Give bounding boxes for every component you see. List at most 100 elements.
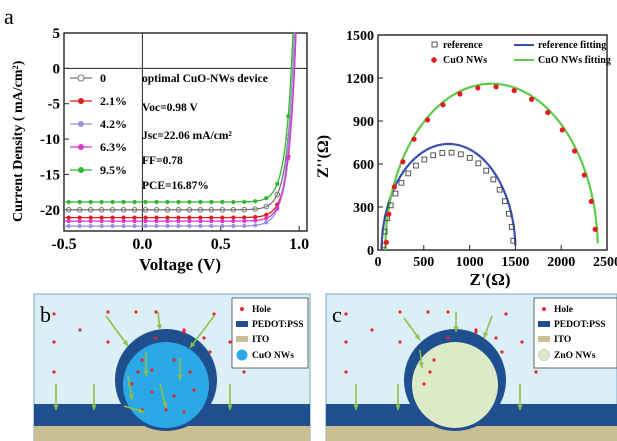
hole-dot bbox=[344, 370, 348, 374]
nyquist-ytick-label: 600 bbox=[353, 158, 374, 173]
jv-point bbox=[164, 206, 171, 213]
scheme-c-arrow-head bbox=[395, 404, 401, 410]
nyquist-cuo-point bbox=[457, 91, 463, 97]
jv-point bbox=[110, 215, 115, 220]
scheme-c-arrow-head bbox=[353, 404, 359, 410]
nyquist-legend: reference reference fitting CuO NWs CuO NWs… bbox=[431, 40, 611, 66]
scheme-b-arrow bbox=[105, 315, 129, 347]
jv-point bbox=[131, 206, 138, 213]
jv-point bbox=[132, 223, 137, 229]
legend-b-hole: Hole bbox=[252, 305, 271, 315]
jv-point bbox=[154, 219, 159, 224]
jv-point bbox=[65, 206, 72, 213]
nyquist-cuo-point bbox=[400, 159, 406, 165]
jv-xtick-label: -0.5 bbox=[51, 236, 76, 253]
jv-xtick-label: 0.5 bbox=[211, 236, 231, 253]
legend-b-nw-swatch bbox=[236, 349, 248, 361]
scheme-b-arrow-head bbox=[128, 394, 134, 400]
jv-point bbox=[132, 215, 137, 220]
scheme-b-ito-layer bbox=[34, 426, 310, 441]
hole-dot bbox=[520, 340, 524, 344]
jv-point bbox=[220, 199, 225, 205]
scheme-b-arrow-head bbox=[227, 404, 233, 410]
hole-dot bbox=[140, 358, 144, 362]
jv-point bbox=[209, 199, 214, 205]
legend-b-ito: ITO bbox=[252, 335, 269, 345]
jv-point bbox=[88, 219, 93, 224]
info-title: optimal CuO-NWs device bbox=[142, 73, 268, 85]
hole-dot bbox=[494, 336, 498, 340]
legend-b-hole-marker bbox=[240, 307, 244, 311]
jv-point bbox=[165, 215, 170, 220]
scheme-c-arrow-head bbox=[483, 332, 489, 338]
nyquist-cuo-point bbox=[475, 85, 481, 91]
nyquist-cuo-point bbox=[383, 239, 389, 245]
jv-point bbox=[153, 206, 160, 213]
jv-point bbox=[121, 199, 126, 205]
nyquist-reference-point bbox=[439, 150, 446, 156]
nyquist-ytick-label: 900 bbox=[353, 115, 374, 130]
jv-point bbox=[110, 199, 115, 205]
jv-ytick-label: -15 bbox=[40, 167, 60, 183]
hole-dot bbox=[432, 358, 436, 362]
nyquist-reference-point bbox=[510, 237, 517, 244]
hole-dot bbox=[164, 408, 168, 412]
nyquist-cuo-point bbox=[411, 136, 417, 142]
scheme-c-holes bbox=[344, 310, 538, 386]
jv-legend-label: 6.3% bbox=[100, 140, 127, 154]
legend-c-ito-swatch bbox=[538, 336, 550, 342]
jv-point bbox=[208, 206, 215, 213]
jv-xtick-label: 1.0 bbox=[289, 236, 309, 253]
jv-point bbox=[242, 223, 247, 228]
jv-point bbox=[241, 206, 248, 213]
jv-point bbox=[286, 156, 291, 161]
jv-point bbox=[187, 223, 192, 229]
jv-point bbox=[77, 223, 82, 229]
scheme-b-arrow bbox=[189, 315, 215, 349]
scheme-b-arrow-head bbox=[91, 404, 97, 410]
scheme-b-arrow-head bbox=[177, 374, 183, 380]
jv-point bbox=[187, 215, 192, 220]
nyquist-ytick-label: 0 bbox=[367, 244, 374, 259]
jv-point bbox=[253, 214, 258, 220]
hole-dot bbox=[504, 312, 508, 316]
scheme-c-zno-nanowire bbox=[412, 342, 498, 428]
nyquist-ylabel: Z''(Ω) bbox=[315, 135, 332, 178]
nyquist-reference-point bbox=[508, 224, 515, 230]
hole-dot bbox=[172, 358, 176, 362]
nyquist-legend-cuo-marker bbox=[431, 57, 437, 63]
jv-point bbox=[165, 199, 170, 205]
jv-point bbox=[242, 215, 247, 220]
jv-point bbox=[143, 199, 148, 205]
nyquist-legend-ref-marker bbox=[431, 41, 438, 48]
hole-dot bbox=[192, 388, 196, 392]
hole-dot bbox=[188, 370, 192, 374]
nyquist-reference-point bbox=[398, 179, 405, 186]
jv-legend-marker bbox=[77, 74, 85, 82]
legend-b-pedot: PEDOT:PSS bbox=[252, 320, 304, 330]
jv-legend-marker bbox=[78, 167, 84, 173]
jv-point bbox=[109, 206, 116, 213]
jv-point bbox=[230, 206, 237, 213]
nyquist-reference-point bbox=[430, 152, 437, 159]
jv-point bbox=[187, 199, 192, 205]
nyquist-legend-ref-label: reference bbox=[443, 40, 483, 51]
jv-curves bbox=[64, 32, 297, 229]
info-ff: FF=0.78 bbox=[142, 155, 183, 167]
nyquist-reference-point bbox=[413, 162, 419, 169]
nyquist-ytick-label: 1500 bbox=[346, 29, 374, 44]
nyquist-legend-cuofit-label: CuO NWs fitting bbox=[538, 55, 611, 66]
nyquist-legend-cuo-label: CuO NWs bbox=[443, 55, 487, 66]
jv-point bbox=[132, 219, 137, 224]
jv-point bbox=[66, 215, 71, 220]
nyquist-cuo-point bbox=[592, 226, 598, 232]
jv-legend-label: 9.5% bbox=[100, 163, 127, 177]
jv-point bbox=[99, 199, 104, 205]
hole-dot bbox=[428, 370, 432, 374]
hole-dot bbox=[154, 310, 158, 314]
jv-point bbox=[220, 223, 225, 229]
nyquist-cuo-point bbox=[588, 198, 594, 205]
nyquist-xlabel: Z'(Ω) bbox=[470, 270, 511, 289]
scheme-b-arrow-head bbox=[156, 324, 162, 330]
